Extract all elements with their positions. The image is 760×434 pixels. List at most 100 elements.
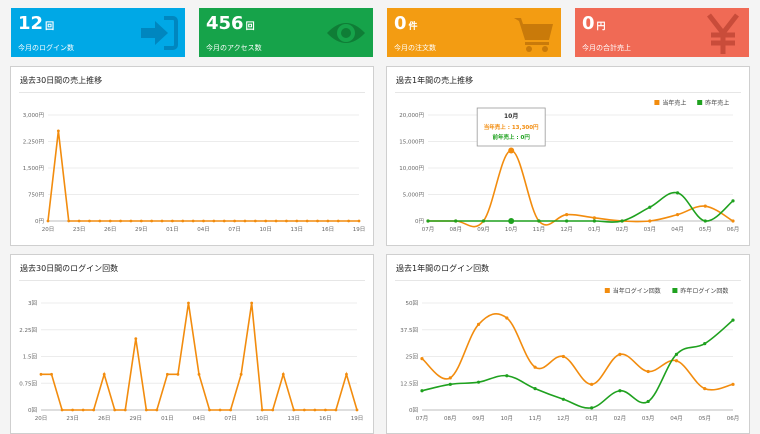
tooltip-box <box>476 107 546 147</box>
data-point <box>243 219 247 223</box>
y-tick-label: 750円 <box>28 192 44 199</box>
series-line <box>421 319 734 409</box>
data-point <box>648 205 652 209</box>
tooltip-current: 当年売上 : 13,300円 <box>484 123 539 131</box>
sales30-chart: 0円 750円 1,500円 2,250円 3,000円 20日 23日 26日 29日 01日 0… <box>23 112 366 233</box>
data-point <box>731 318 735 322</box>
legend-label: 当年ログイン回数 <box>613 287 661 295</box>
data-point <box>212 219 216 223</box>
data-point <box>426 219 430 223</box>
y-tick-label: 0回 <box>28 407 37 414</box>
data-point <box>674 359 679 363</box>
data-point <box>505 316 509 320</box>
data-point <box>67 219 71 223</box>
tooltip-title: 10月 <box>504 112 518 120</box>
data-point <box>731 199 735 203</box>
x-tick-label: 19日 <box>351 415 364 422</box>
data-point <box>703 219 707 223</box>
tile-label: 今月の注文数 <box>394 44 436 52</box>
data-point <box>39 372 43 376</box>
tile-value: 12 回 <box>18 13 55 34</box>
x-tick-label: 04日 <box>193 415 206 422</box>
x-tick-label: 08月 <box>444 415 457 422</box>
x-tick-label: 04月 <box>671 226 684 233</box>
data-point <box>50 372 53 376</box>
x-tick-label: 16日 <box>319 415 332 422</box>
sales12-chart: 0円 5,000円 10,000円 15,000円 20,000円 07月 08月 09月 10… <box>399 99 739 233</box>
data-point <box>620 219 624 223</box>
x-tick-label: 03月 <box>644 226 657 233</box>
x-tick-label: 13日 <box>291 226 304 233</box>
x-tick-label: 05月 <box>698 415 711 422</box>
legend-label: 昨年ログイン回数 <box>680 287 728 295</box>
login-count-tile[interactable]: 12 回 今月のログイン数 <box>11 8 185 57</box>
y-tick-label: 0円 <box>415 218 424 225</box>
y-tick-label: 12.5回 <box>400 380 418 387</box>
data-point <box>347 219 351 223</box>
panel-title: 過去1年間の売上推移 <box>396 76 474 85</box>
x-tick-label: 05月 <box>699 226 712 233</box>
data-point <box>448 382 452 386</box>
y-tick-label: 50回 <box>406 300 419 307</box>
y-tick-label: 2.25回 <box>19 327 37 334</box>
x-tick-label: 16日 <box>322 226 335 233</box>
x-tick-label: 06月 <box>727 415 740 422</box>
data-point <box>420 357 424 361</box>
y-tick-label: 1.5回 <box>23 354 38 361</box>
data-point <box>176 372 180 376</box>
data-point <box>119 219 122 223</box>
panel-title: 過去1年間のログイン回数 <box>396 264 490 273</box>
data-point <box>675 191 680 195</box>
data-point <box>253 219 257 223</box>
legend-swatch <box>697 100 703 105</box>
data-point <box>316 219 319 223</box>
data-point <box>108 219 112 223</box>
x-tick-label: 10日 <box>256 415 269 422</box>
x-tick-label: 07日 <box>224 415 237 422</box>
access-count-tile[interactable]: 456 回 今月のアクセス数 <box>199 8 373 57</box>
divider <box>19 92 365 93</box>
divider <box>19 280 365 281</box>
data-point <box>150 219 154 223</box>
y-tick-label: 20,000円 <box>399 112 424 119</box>
data-point <box>326 219 330 223</box>
data-point <box>222 219 226 223</box>
login12-chart: 0回 12.5回 25回 37.5回 50回 07月 08月 09月 10月 11月 12月 01月 0… <box>400 287 740 422</box>
login-icon <box>141 16 178 50</box>
yen-icon <box>707 13 739 54</box>
panel-title: 過去30日間のログイン回数 <box>20 264 119 273</box>
tile-label: 今月のアクセス数 <box>206 44 262 52</box>
y-tick-label: 25回 <box>406 354 419 361</box>
data-point <box>134 337 138 341</box>
y-tick-label: 15,000円 <box>399 139 424 146</box>
data-point <box>561 354 565 359</box>
data-point <box>305 219 309 223</box>
y-tick-label: 0.75回 <box>19 380 37 387</box>
tile-label: 今月の合計売上 <box>582 44 631 52</box>
x-tick-label: 07日 <box>228 226 241 233</box>
data-point <box>285 219 288 223</box>
x-tick-label: 01月 <box>585 415 598 422</box>
data-point <box>345 372 348 376</box>
panel-title: 過去30日間の売上推移 <box>20 76 103 85</box>
data-point <box>448 376 452 380</box>
x-tick-label: 01月 <box>588 226 601 233</box>
x-tick-label: 29日 <box>135 226 148 233</box>
data-point <box>113 408 117 412</box>
y-tick-label: 3,000円 <box>23 112 45 119</box>
login-12-months-panel: 過去1年間のログイン回数 0回 12.5回 25回 37.5回 50回 07月 08月 09月… <box>386 254 750 434</box>
legend-label: 昨年売上 <box>705 99 729 107</box>
data-point <box>302 408 306 412</box>
y-tick-label: 3回 <box>28 300 37 307</box>
data-point <box>274 219 278 223</box>
data-point <box>155 408 159 412</box>
x-tick-label: 11月 <box>529 415 542 422</box>
x-tick-label: 10日 <box>259 226 272 233</box>
data-point <box>537 219 541 223</box>
data-point <box>187 301 190 305</box>
data-point <box>476 380 481 384</box>
data-point <box>533 365 537 369</box>
